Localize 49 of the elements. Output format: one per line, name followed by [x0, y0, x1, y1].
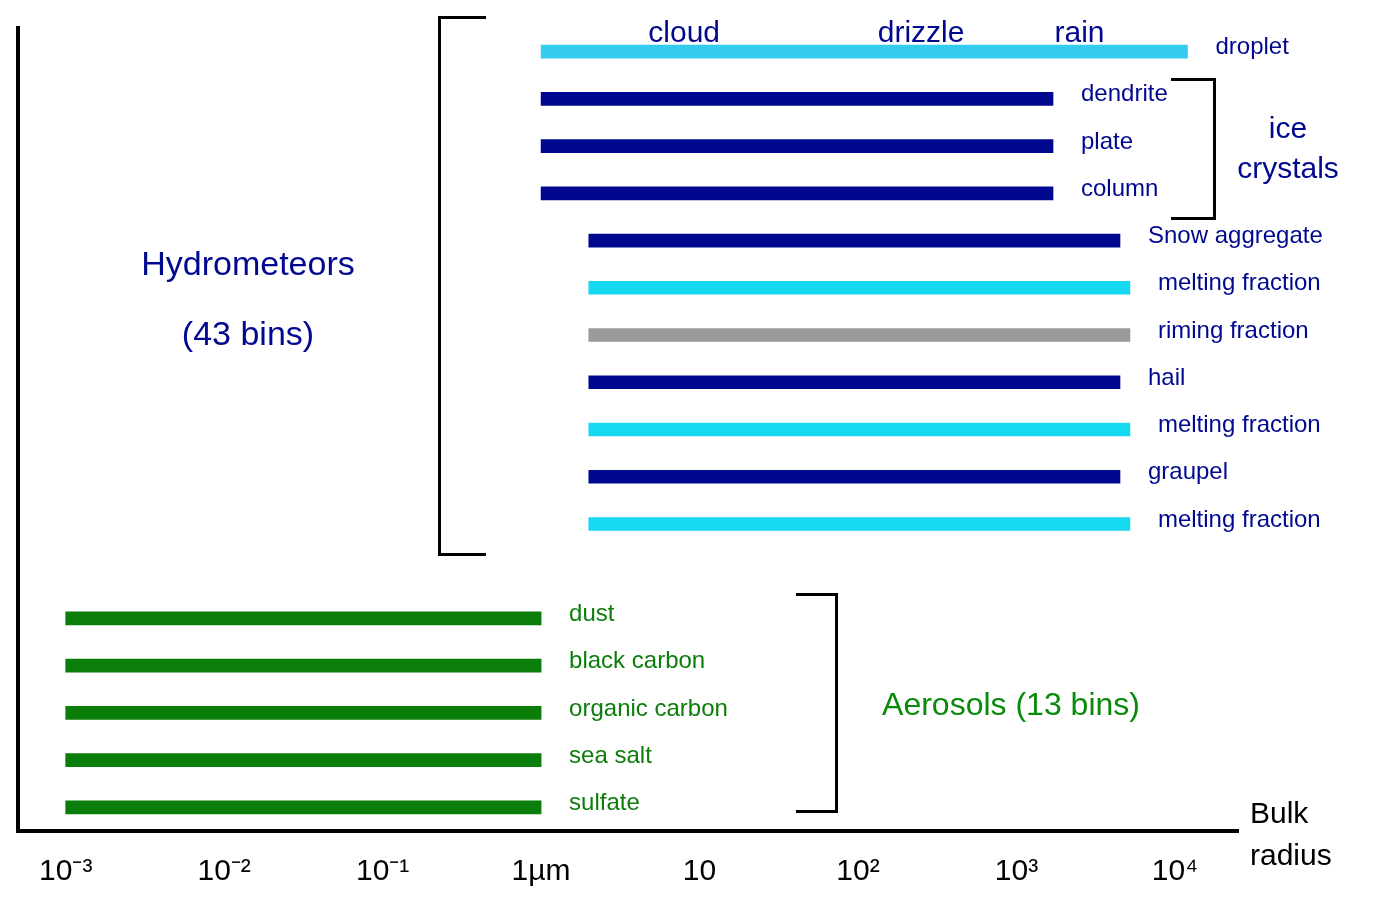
x-tick-label: 10⁻¹ [355, 853, 410, 887]
annotation: rain [1054, 14, 1105, 48]
text: ice [1268, 111, 1308, 145]
bar [588, 280, 1131, 295]
bar [65, 706, 542, 720]
y-tick-label: hail [1147, 362, 1186, 390]
annotation: Aerosols (13 bins) [882, 685, 1140, 722]
y-tick-label: Snow aggregate [1147, 221, 1323, 249]
bar [540, 92, 1054, 106]
y-tick-label: dust [569, 599, 615, 627]
annotation: (43 bins) [181, 314, 315, 353]
y-tick-label: plate [1081, 126, 1134, 154]
y-tick-label: melting fraction [1157, 268, 1321, 296]
annotation: drizzle [877, 14, 965, 48]
y-tick-label: dendrite [1081, 79, 1168, 107]
annotation: cloud [648, 14, 721, 48]
bar [588, 422, 1131, 437]
y-tick-label: black carbon [569, 646, 706, 674]
bar [65, 800, 542, 815]
bar [65, 658, 542, 673]
y-tick-label: melting fraction [1157, 410, 1321, 438]
bar [540, 186, 1054, 201]
bar [588, 517, 1131, 531]
bar [540, 139, 1054, 153]
x-tick-label: 10³ [994, 853, 1039, 887]
bar [65, 611, 542, 626]
y-tick-label: graupel [1147, 457, 1229, 485]
y-tick-label: column [1081, 173, 1159, 201]
x-tick-label: 10² [836, 853, 880, 887]
bar [540, 44, 1188, 59]
annotation: Hydrometeors [141, 244, 355, 283]
bar [588, 233, 1121, 248]
bar [65, 753, 542, 767]
x-tick-label: 10⁻² [197, 853, 251, 887]
x-tick-label: 10⁻³ [39, 853, 93, 887]
bar [588, 469, 1121, 484]
x-axis-title: Bulk radius [1250, 796, 1332, 872]
x-tick-label: 10⁴ [1151, 853, 1199, 887]
y-tick-label: sea salt [569, 740, 653, 768]
y-tick-label: sulfate [569, 788, 640, 816]
y-tick-label: droplet [1215, 32, 1290, 60]
x-tick-label: 1µm [511, 853, 571, 887]
y-tick-label: organic carbon [569, 693, 728, 721]
bar [588, 328, 1131, 342]
annotation: crystals [1237, 151, 1339, 185]
x-tick-label: 10 [682, 853, 717, 887]
bar [588, 375, 1121, 390]
y-tick-label: riming fraction [1157, 315, 1309, 343]
y-tick-label: melting fraction [1157, 504, 1321, 532]
